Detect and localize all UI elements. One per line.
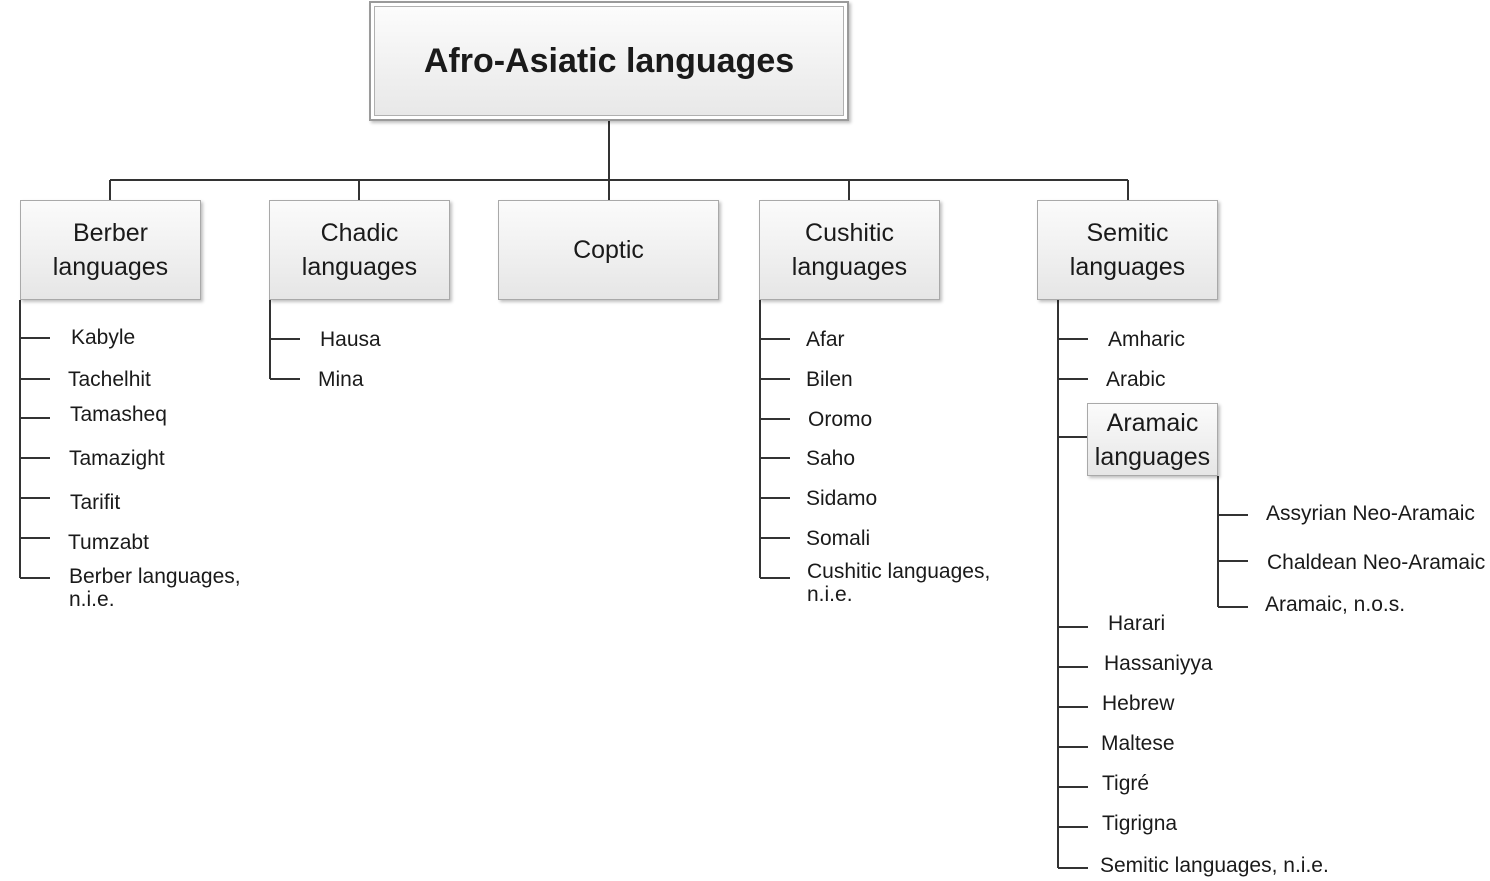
node-semitic-line1: Semitic xyxy=(1086,219,1169,247)
node-cushitic-line2: languages xyxy=(791,253,908,281)
leaf-cushitic-nie-line1: Cushitic languages, xyxy=(807,560,991,583)
root-node: Afro-Asiatic languages xyxy=(369,1,849,121)
leaf-amharic: Amharic xyxy=(1108,328,1186,351)
leaf-tachelhit: Tachelhit xyxy=(68,368,151,391)
node-semitic-line2: languages xyxy=(1069,253,1186,281)
leaf-hebrew: Hebrew xyxy=(1102,692,1175,715)
node-chadic-line2: languages xyxy=(301,253,418,281)
leaf-chaldean-neo-aramaic: Chaldean Neo-Aramaic xyxy=(1267,551,1486,574)
node-berber-line1: Berber xyxy=(72,219,149,247)
node-chadic-line1: Chadic xyxy=(320,219,399,247)
node-cushitic-line1: Cushitic xyxy=(805,219,894,247)
leaf-mina: Mina xyxy=(318,368,364,391)
leaf-assyrian-neo-aramaic: Assyrian Neo-Aramaic xyxy=(1266,502,1475,525)
leaf-somali: Somali xyxy=(806,527,871,550)
leaf-aramaic-nos: Aramaic, n.o.s. xyxy=(1265,593,1406,616)
leaf-sidamo: Sidamo xyxy=(806,487,878,510)
node-chadic: Chadic languages xyxy=(269,200,450,300)
leaf-harari: Harari xyxy=(1108,612,1166,635)
leaf-bilen: Bilen xyxy=(806,368,853,391)
node-semitic: Semitic languages xyxy=(1037,200,1218,300)
node-cushitic: Cushitic languages xyxy=(759,200,940,300)
leaf-berber-nie-line2: n.i.e. xyxy=(69,588,115,611)
leaf-cushitic-nie: Cushitic languages, n.i.e. xyxy=(807,560,990,606)
leaf-hassaniyya: Hassaniyya xyxy=(1104,652,1213,675)
node-aramaic: Aramaic languages xyxy=(1087,403,1218,476)
leaf-semitic-nie: Semitic languages, n.i.e. xyxy=(1100,854,1329,877)
node-aramaic-line2: languages xyxy=(1094,442,1211,471)
leaf-tumzabt: Tumzabt xyxy=(68,531,149,554)
leaf-maltese: Maltese xyxy=(1101,732,1175,755)
leaf-afar: Afar xyxy=(806,328,845,351)
leaf-oromo: Oromo xyxy=(808,408,873,431)
leaf-saho: Saho xyxy=(806,447,856,470)
leaf-tigre: Tigré xyxy=(1102,772,1150,795)
leaf-berber-nie-line1: Berber languages, xyxy=(69,565,241,588)
leaf-arabic: Arabic xyxy=(1106,368,1166,391)
leaf-tamazight: Tamazight xyxy=(69,447,165,470)
node-coptic: Coptic xyxy=(498,200,719,300)
node-coptic-line1: Coptic xyxy=(573,236,644,264)
node-aramaic-line1: Aramaic xyxy=(1106,408,1199,437)
root-label: Afro-Asiatic languages xyxy=(423,42,795,80)
leaf-kabyle: Kabyle xyxy=(71,326,136,349)
leaf-berber-nie: Berber languages, n.i.e. xyxy=(69,565,241,611)
node-berber: Berber languages xyxy=(20,200,201,300)
node-berber-line2: languages xyxy=(52,253,169,281)
leaf-cushitic-nie-line2: n.i.e. xyxy=(807,583,853,606)
leaf-tigrigna: Tigrigna xyxy=(1102,812,1178,835)
leaf-tamasheq: Tamasheq xyxy=(70,403,167,426)
leaf-tarifit: Tarifit xyxy=(70,491,121,514)
leaf-hausa: Hausa xyxy=(320,328,381,351)
